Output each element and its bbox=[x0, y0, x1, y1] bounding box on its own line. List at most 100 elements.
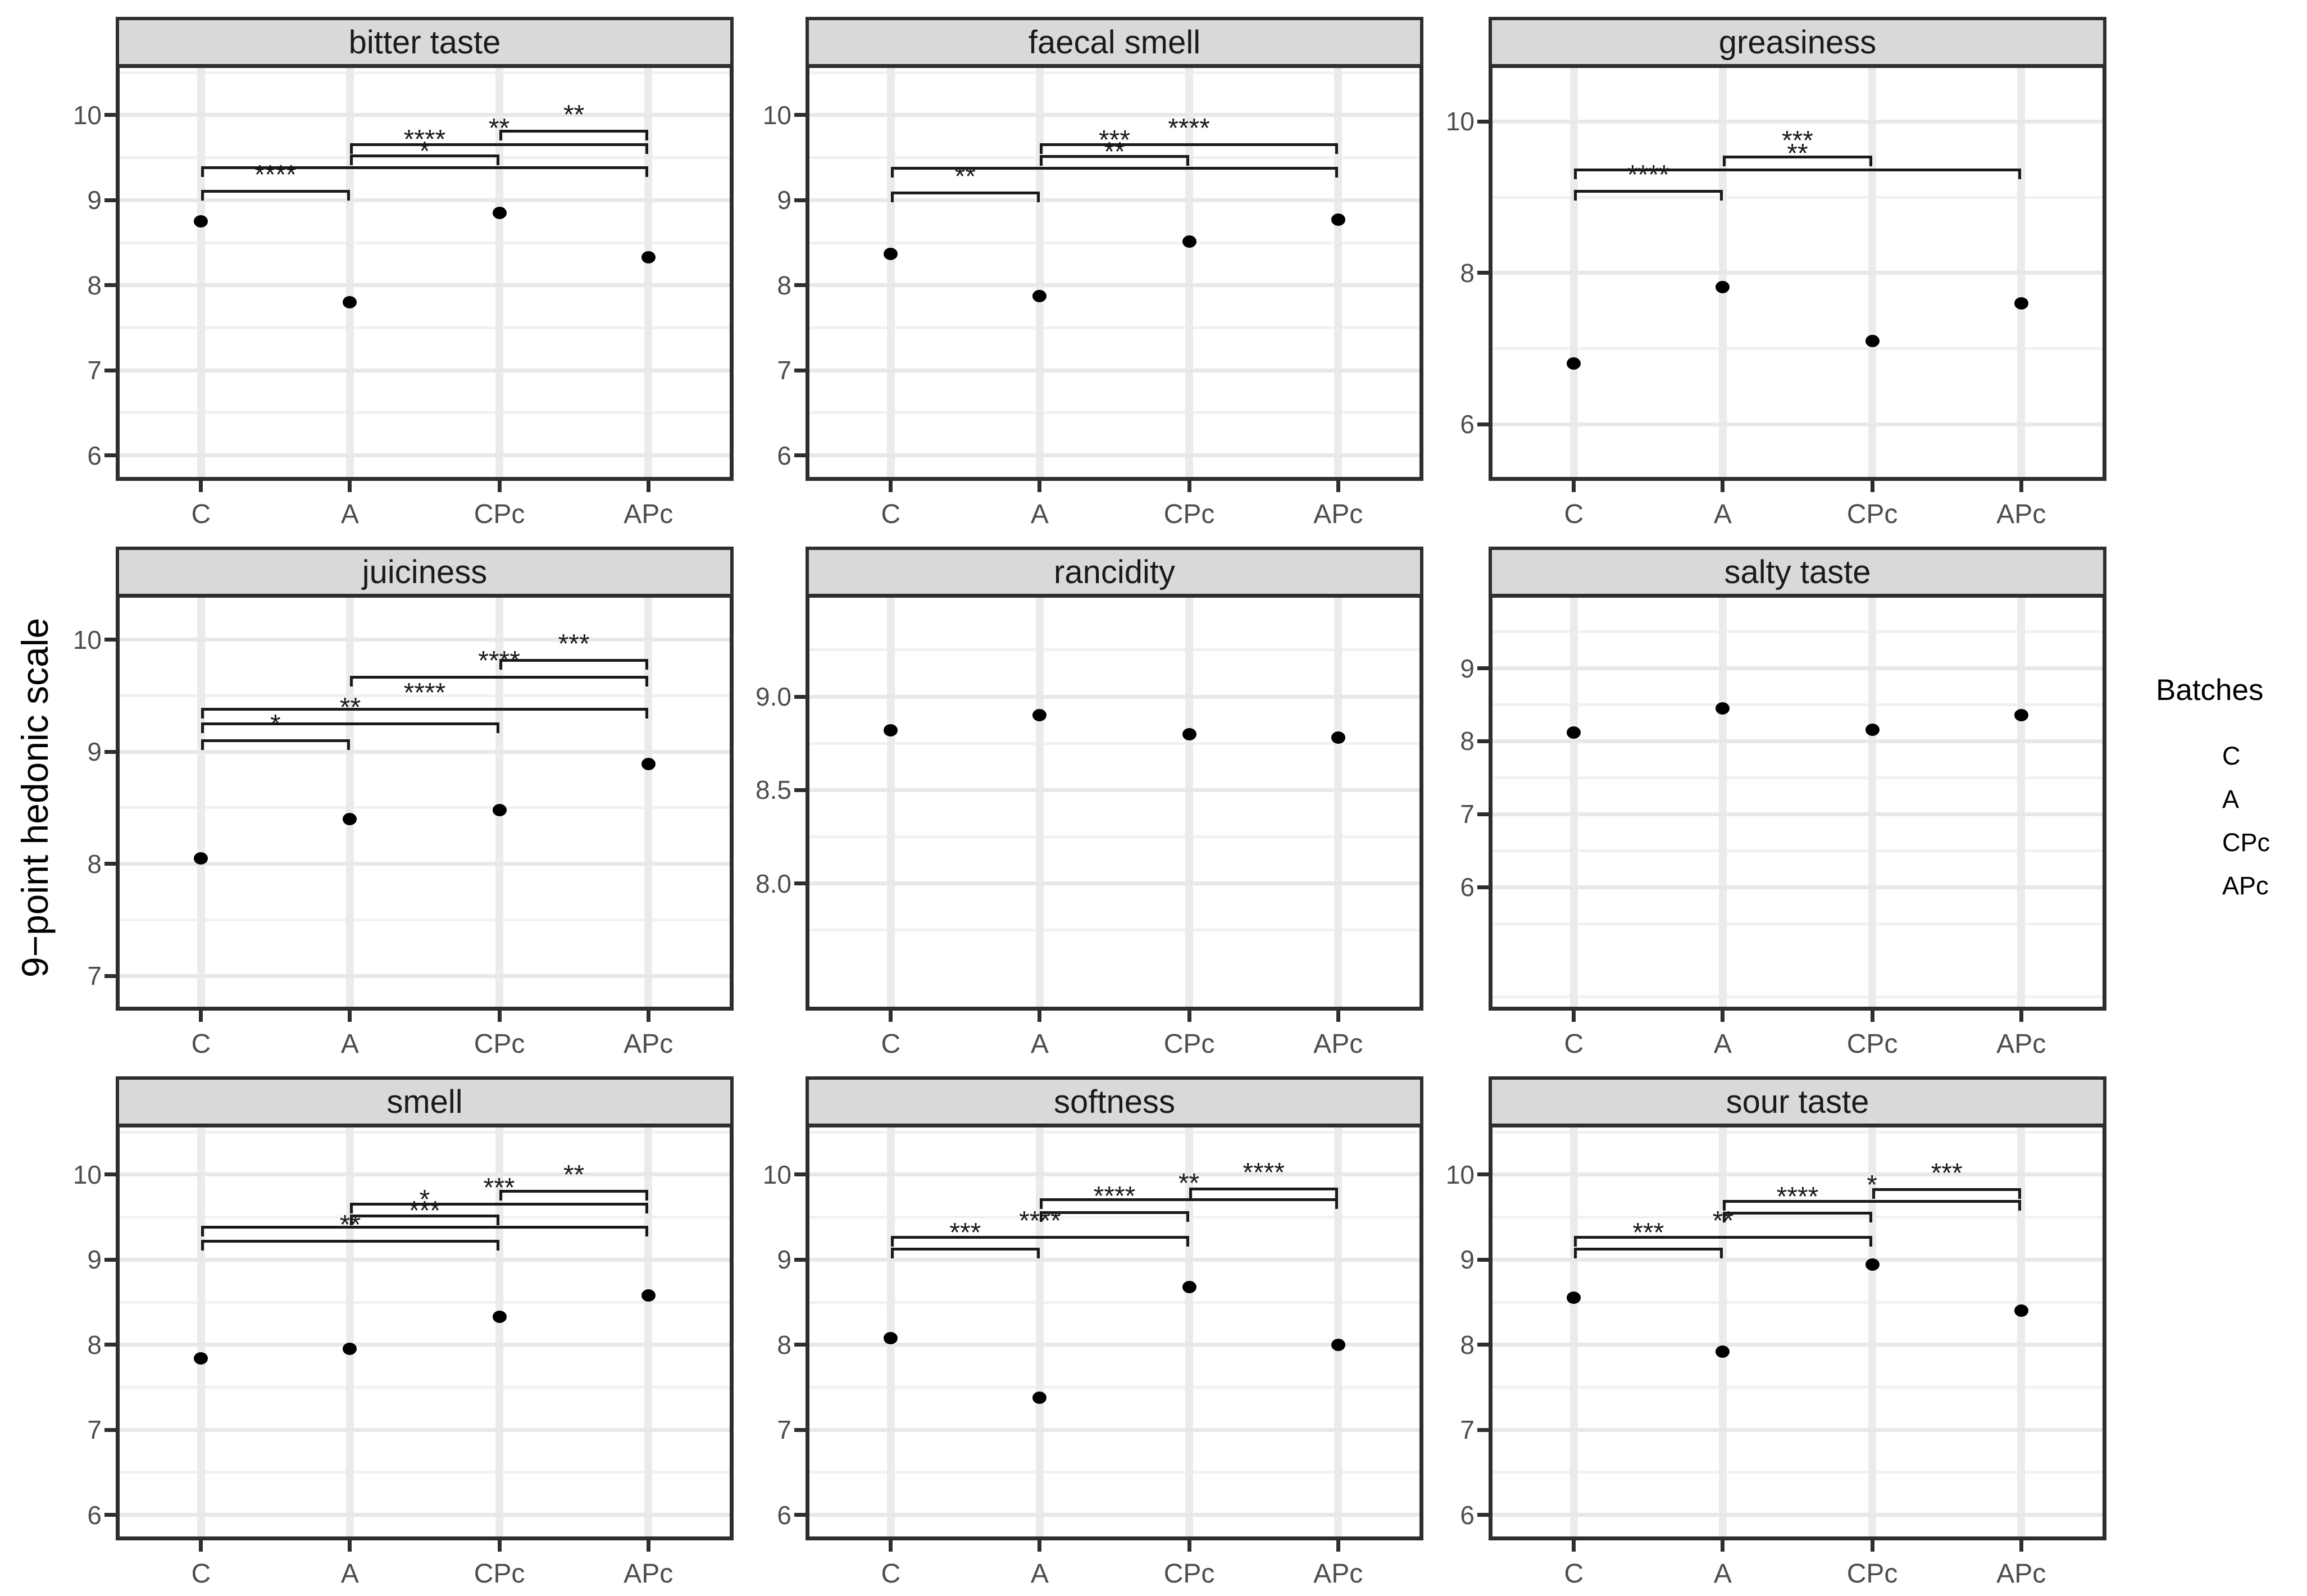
gridline-minor bbox=[116, 1471, 734, 1474]
x-axis-tick-label-apc: APc bbox=[624, 1559, 674, 1589]
x-axis-tick bbox=[497, 481, 502, 492]
y-axis-tick-label: 6 bbox=[777, 440, 791, 470]
y-axis-tick bbox=[104, 749, 116, 754]
significance-bracket-c-apc bbox=[890, 167, 1339, 178]
gridline-major bbox=[116, 749, 734, 754]
gridline-major bbox=[1489, 1427, 2106, 1432]
significance-label: *** bbox=[408, 1195, 441, 1226]
data-point-bitter-taste-c bbox=[194, 215, 208, 228]
legend-item-cpc: CPc bbox=[2222, 827, 2270, 857]
y-axis-tick-label: 10 bbox=[72, 1160, 102, 1189]
significance-bracket-a-apc bbox=[1722, 1200, 2022, 1211]
x-axis-tick bbox=[1870, 1011, 1874, 1022]
y-axis-tick bbox=[104, 974, 116, 978]
x-axis-tick-label-c: C bbox=[191, 499, 211, 529]
significance-label: ** bbox=[1178, 1168, 1200, 1199]
data-point-juiciness-cpc bbox=[492, 803, 507, 816]
y-axis-tick-label: 9 bbox=[1460, 1245, 1475, 1275]
x-axis-tick-label-c: C bbox=[881, 1559, 901, 1589]
data-point-salty-taste-apc bbox=[2014, 708, 2028, 721]
y-axis-tick-label: 8 bbox=[87, 270, 102, 300]
significance-bracket-a-apc bbox=[1039, 143, 1339, 154]
gridline-major bbox=[1489, 1172, 2106, 1177]
y-axis-tick-label: 6 bbox=[87, 440, 102, 470]
data-point-sour-taste-c bbox=[1567, 1292, 1581, 1304]
x-axis-tick bbox=[1721, 1011, 1725, 1022]
x-axis-tick bbox=[497, 1540, 502, 1552]
data-point-rancidity-a bbox=[1032, 709, 1047, 722]
gridline-minor bbox=[116, 918, 734, 921]
significance-label: *** bbox=[1781, 125, 1814, 156]
gridline-minor bbox=[806, 835, 1423, 839]
facet-panel-bitter-taste: **** * **** ** ** bbox=[116, 64, 734, 481]
significance-label: **** bbox=[254, 160, 297, 190]
data-point-softness-c bbox=[884, 1331, 898, 1344]
data-point-rancidity-c bbox=[884, 724, 898, 736]
gridline-vertical bbox=[495, 594, 504, 1011]
x-axis-tick bbox=[646, 1011, 650, 1022]
y-axis-tick-label: 6 bbox=[1460, 410, 1475, 439]
gridline-major bbox=[116, 283, 734, 288]
facet-title-juiciness: juiciness bbox=[362, 553, 488, 590]
panel-border bbox=[806, 1124, 1423, 1540]
data-point-juiciness-apc bbox=[641, 758, 656, 771]
data-point-rancidity-cpc bbox=[1182, 727, 1196, 740]
gridline-vertical bbox=[1718, 594, 1727, 1011]
significance-label: **** bbox=[1168, 113, 1210, 143]
y-axis-tick bbox=[1477, 885, 1489, 889]
y-axis-tick-label: 10 bbox=[1445, 107, 1475, 137]
y-axis-tick-label: 8.5 bbox=[756, 775, 791, 805]
y-axis-tick-label: 8 bbox=[777, 270, 791, 300]
x-axis-tick-label-cpc: CPc bbox=[474, 1029, 525, 1059]
y-axis-tick bbox=[794, 198, 806, 202]
gridline-minor bbox=[806, 929, 1423, 932]
significance-bracket-c-apc bbox=[201, 166, 649, 177]
y-axis-tick bbox=[104, 1257, 116, 1262]
facet-panel-faecal-smell: ** ** *** **** bbox=[806, 64, 1423, 481]
facet-panel-greasiness: **** ** *** bbox=[1489, 64, 2106, 481]
panel-border bbox=[116, 594, 734, 1011]
x-axis-tick bbox=[348, 481, 352, 492]
x-axis-tick-label-a: A bbox=[340, 499, 359, 529]
significance-label: *** bbox=[483, 1172, 515, 1203]
gridline-minor bbox=[806, 1216, 1423, 1219]
data-point-sour-taste-a bbox=[1716, 1345, 1730, 1358]
y-axis-tick bbox=[104, 862, 116, 866]
x-axis-tick-label-cpc: CPc bbox=[1846, 499, 1898, 529]
gridline-minor bbox=[116, 241, 734, 244]
gridline-major bbox=[806, 694, 1423, 699]
x-axis-tick bbox=[199, 1540, 203, 1552]
gridline-minor bbox=[1489, 630, 2106, 634]
significance-bracket-cpc-apc bbox=[1189, 1187, 1339, 1198]
gridline-major bbox=[806, 453, 1423, 458]
x-axis-tick bbox=[1038, 1011, 1042, 1022]
gridline-vertical bbox=[1569, 1124, 1578, 1540]
y-axis-tick-label: 9 bbox=[777, 185, 791, 215]
x-axis-tick-label-apc: APc bbox=[1996, 1029, 2046, 1059]
gridline-major bbox=[116, 1257, 734, 1262]
gridline-minor bbox=[1489, 703, 2106, 707]
y-axis-tick bbox=[1477, 666, 1489, 671]
y-axis-tick bbox=[104, 1343, 116, 1347]
significance-bracket-a-apc bbox=[349, 143, 649, 154]
y-axis-tick bbox=[1477, 812, 1489, 816]
legend-items: C A CPc APc bbox=[2156, 734, 2305, 907]
x-axis-tick-label-a: A bbox=[1713, 1029, 1732, 1059]
facet-title-softness: softness bbox=[1054, 1083, 1175, 1120]
y-axis-tick bbox=[104, 198, 116, 202]
gridline-minor bbox=[1489, 1301, 2106, 1304]
y-axis-tick bbox=[794, 694, 806, 699]
y-axis-tick-label: 9 bbox=[87, 737, 102, 767]
significance-bracket-c-cpc bbox=[890, 1235, 1190, 1247]
y-axis-tick bbox=[1477, 1172, 1489, 1177]
y-axis-tick bbox=[1477, 1427, 1489, 1432]
gridline-vertical bbox=[1334, 1124, 1343, 1540]
gridline-major bbox=[116, 368, 734, 372]
significance-label: *** bbox=[949, 1218, 981, 1248]
data-point-salty-taste-cpc bbox=[1865, 723, 1880, 736]
y-axis-tick bbox=[104, 638, 116, 642]
data-point-bitter-taste-cpc bbox=[492, 207, 507, 219]
significance-bracket-cpc-apc bbox=[499, 129, 649, 140]
x-axis-tick bbox=[1187, 1540, 1191, 1552]
gridline-major bbox=[806, 113, 1423, 117]
